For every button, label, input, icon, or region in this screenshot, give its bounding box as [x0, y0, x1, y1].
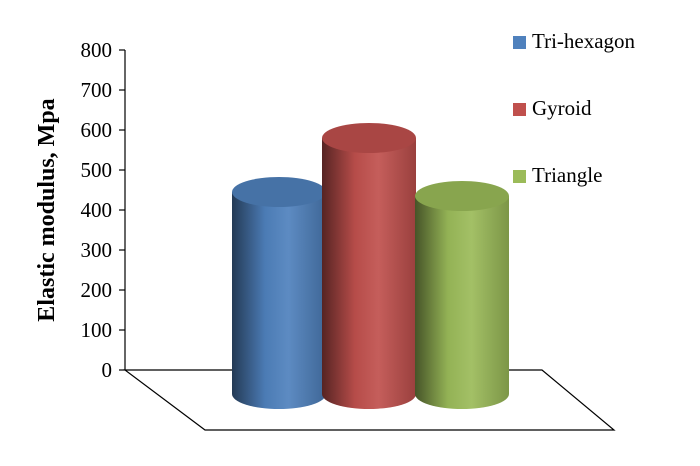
- y-tick-label: 0: [102, 358, 113, 382]
- legend-label: Triangle: [532, 163, 602, 187]
- bar-top: [415, 181, 509, 211]
- y-tick-label: 700: [81, 78, 113, 102]
- bar-top: [232, 177, 326, 207]
- legend-item: Tri-hexagon: [513, 29, 636, 53]
- plot-area: 0 100 200 300 400 500 600 700 800: [81, 38, 616, 431]
- legend-item: Triangle: [513, 163, 602, 187]
- bar-tri-hexagon: [232, 177, 326, 409]
- y-ticks: 0 100 200 300 400 500 600 700 800: [81, 38, 125, 382]
- bar-top: [322, 123, 416, 153]
- bar-body: [415, 196, 509, 409]
- legend: Tri-hexagon Gyroid Triangle: [513, 29, 636, 187]
- legend-swatch: [513, 103, 526, 116]
- bar-gyroid: [322, 123, 416, 409]
- legend-label: Gyroid: [532, 96, 592, 120]
- bar-triangle: [415, 181, 509, 409]
- y-tick-label: 500: [81, 158, 113, 182]
- legend-swatch: [513, 170, 526, 183]
- y-tick-label: 400: [81, 198, 113, 222]
- bar-body: [322, 138, 416, 409]
- y-tick-label: 300: [81, 238, 113, 262]
- y-tick-label: 800: [81, 38, 113, 62]
- legend-swatch: [513, 36, 526, 49]
- legend-item: Gyroid: [513, 96, 592, 120]
- bars: [232, 123, 509, 409]
- y-tick-label: 200: [81, 278, 113, 302]
- y-tick-label: 600: [81, 118, 113, 142]
- legend-label: Tri-hexagon: [532, 29, 636, 53]
- bar-body: [232, 192, 326, 409]
- y-tick-label: 100: [81, 318, 113, 342]
- y-axis-title: Elastic modulus, Mpa: [34, 98, 60, 321]
